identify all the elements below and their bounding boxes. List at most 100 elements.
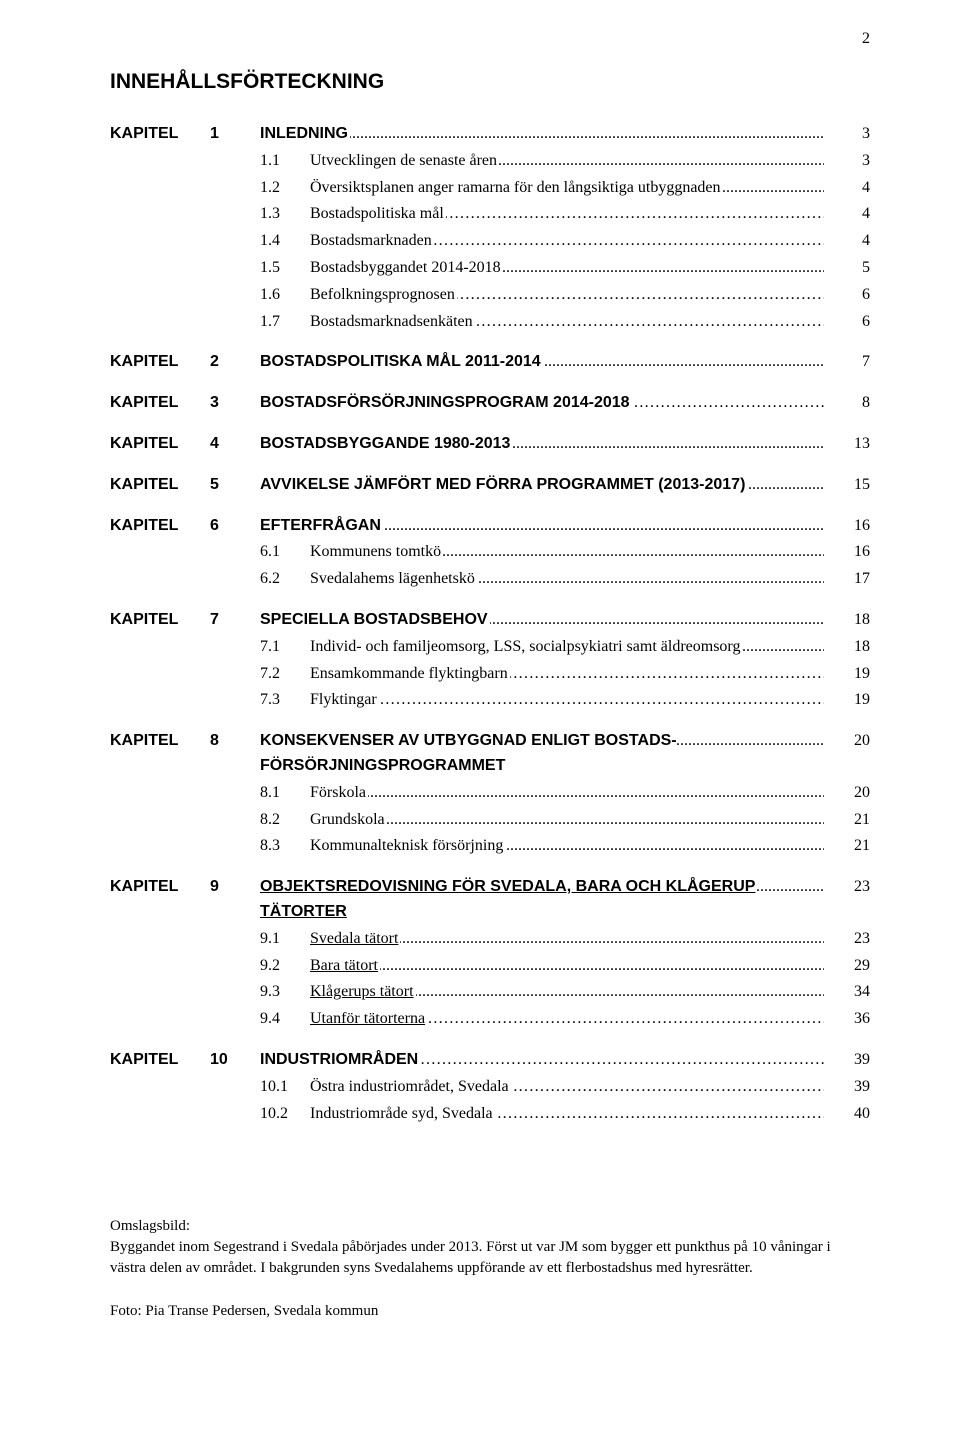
- toc-title-text: Ensamkommande flyktingbarn: [310, 665, 510, 682]
- subsection-number: 1.2: [260, 176, 310, 201]
- subsection-number: 6.2: [260, 567, 310, 592]
- chapter-number: 4: [210, 432, 260, 457]
- toc-title: ........................................…: [260, 473, 824, 498]
- toc-title: ……………………………………………………………………………………………………………: [310, 283, 824, 308]
- subsection-number: 1.7: [260, 310, 310, 335]
- toc-title: ........................................…: [310, 635, 824, 660]
- toc-title-text: Översiktsplanen anger ramarna för den lå…: [310, 179, 723, 196]
- toc-row: KAPITEL4................................…: [110, 432, 870, 457]
- toc-page-number: 8: [824, 391, 870, 416]
- toc-row: KAPITEL10……………………………………………………………………………………: [110, 1048, 870, 1073]
- toc-row: KAPITEL3………………………………………………………………………………………: [110, 391, 870, 416]
- toc-page-number: 20: [824, 781, 870, 806]
- chapter-label: KAPITEL: [110, 875, 210, 900]
- chapter-number: 10: [210, 1048, 260, 1073]
- toc-row: 8.3.....................................…: [110, 834, 870, 859]
- toc-title: ........................................…: [310, 149, 824, 174]
- toc-title-text: Bara tätort: [310, 957, 380, 974]
- subsection-number: 10.2: [260, 1102, 310, 1127]
- chapter-label: KAPITEL: [110, 122, 210, 147]
- toc-row: KAPITEL6................................…: [110, 514, 870, 539]
- subsection-number: 9.4: [260, 1007, 310, 1032]
- toc-page-number: 19: [824, 662, 870, 687]
- toc-page-number: 6: [824, 310, 870, 335]
- toc-row: 1.2.....................................…: [110, 176, 870, 201]
- toc-page-number: 19: [824, 688, 870, 713]
- toc-title: ........................................…: [310, 808, 824, 833]
- toc-title: ........................................…: [310, 540, 824, 565]
- footer-block: Omslagsbild: Byggandet inom Segestrand i…: [110, 1216, 870, 1322]
- toc-title: ........................................…: [260, 514, 824, 539]
- toc-row: KAPITEL8................................…: [110, 729, 870, 779]
- toc-title: ……………………………………………………………………………………………………………: [310, 1007, 824, 1032]
- toc-page-number: 16: [824, 514, 870, 539]
- subsection-number: 7.3: [260, 688, 310, 713]
- toc-page-number: 4: [824, 202, 870, 227]
- toc-title: ……………………………………………………………………………………………………………: [310, 229, 824, 254]
- toc-page-number: 5: [824, 256, 870, 281]
- toc-page-number: 20: [824, 729, 870, 754]
- toc-title: ........................................…: [310, 781, 824, 806]
- chapter-label: KAPITEL: [110, 350, 210, 375]
- toc-row: 1.3……………………………………………………………………………………………………: [110, 202, 870, 227]
- toc-page-number: 34: [824, 980, 870, 1005]
- toc-row: 9.3.....................................…: [110, 980, 870, 1005]
- chapter-number: 8: [210, 729, 260, 754]
- toc-title: ........................................…: [310, 927, 824, 952]
- footer-caption: Foto: Pia Transe Pedersen, Svedala kommu…: [110, 1301, 870, 1322]
- toc-title-text: EFTERFRÅGAN: [260, 517, 383, 534]
- chapter-label: KAPITEL: [110, 473, 210, 498]
- toc-title-text: Svedala tätort: [310, 930, 400, 947]
- toc-page-number: 4: [824, 176, 870, 201]
- chapter-label: KAPITEL: [110, 514, 210, 539]
- toc-title: ........................................…: [310, 176, 824, 201]
- toc-page-number: 21: [824, 834, 870, 859]
- chapter-label: KAPITEL: [110, 432, 210, 457]
- toc-page-number: 39: [824, 1075, 870, 1100]
- toc-page-number: 13: [824, 432, 870, 457]
- toc-page-number: 4: [824, 229, 870, 254]
- toc-title: ........................................…: [310, 256, 824, 281]
- subsection-number: 8.3: [260, 834, 310, 859]
- toc-row: 9.4……………………………………………………………………………………………………: [110, 1007, 870, 1032]
- subsection-number: 8.1: [260, 781, 310, 806]
- document-page: 2 INNEHÅLLSFÖRTECKNING KAPITEL1.........…: [0, 0, 960, 1449]
- toc-title: ........................................…: [310, 980, 824, 1005]
- chapter-number: 6: [210, 514, 260, 539]
- toc-title-text: Bostadsmarknaden: [310, 232, 434, 249]
- page-number: 2: [862, 30, 870, 48]
- toc-row: 1.6……………………………………………………………………………………………………: [110, 283, 870, 308]
- toc-row: KAPITEL2................................…: [110, 350, 870, 375]
- toc-title: ……………………………………………………………………………………………………………: [310, 1102, 824, 1127]
- toc-page-number: 18: [824, 635, 870, 660]
- toc-page-number: 39: [824, 1048, 870, 1073]
- chapter-number: 9: [210, 875, 260, 900]
- toc-row: 7.2……………………………………………………………………………………………………: [110, 662, 870, 687]
- toc-row: 1.4……………………………………………………………………………………………………: [110, 229, 870, 254]
- toc-page-number: 16: [824, 540, 870, 565]
- subsection-number: 8.2: [260, 808, 310, 833]
- leader-dots: ........................................…: [310, 808, 824, 833]
- toc-title: ……………………………………………………………………………………………………………: [260, 1048, 824, 1073]
- subsection-number: 1.6: [260, 283, 310, 308]
- toc-page-number: 23: [824, 927, 870, 952]
- toc-row: 6.2.....................................…: [110, 567, 870, 592]
- toc-title-text: Bostadsmarknadsenkäten: [310, 313, 475, 330]
- toc-title-text: BOSTADSFÖRSÖRJNINGSPROGRAM 2014-2018: [260, 394, 632, 411]
- toc-page-number: 7: [824, 350, 870, 375]
- subsection-number: 1.1: [260, 149, 310, 174]
- toc-title: ……………………………………………………………………………………………………………: [310, 1075, 824, 1100]
- subsection-number: 9.3: [260, 980, 310, 1005]
- toc-title: ........................................…: [260, 729, 824, 779]
- chapter-number: 7: [210, 608, 260, 633]
- chapter-label: KAPITEL: [110, 391, 210, 416]
- toc-page-number: 6: [824, 283, 870, 308]
- chapter-label: KAPITEL: [110, 1048, 210, 1073]
- toc-row: KAPITEL9................................…: [110, 875, 870, 925]
- toc-title-text: Förskola: [310, 784, 368, 801]
- toc-row: 9.2.....................................…: [110, 954, 870, 979]
- toc-title-text: Industriområde syd, Svedala: [310, 1105, 495, 1122]
- chapter-label: KAPITEL: [110, 608, 210, 633]
- chapter-number: 1: [210, 122, 260, 147]
- toc-title-text: SPECIELLA BOSTADSBEHOV: [260, 611, 490, 628]
